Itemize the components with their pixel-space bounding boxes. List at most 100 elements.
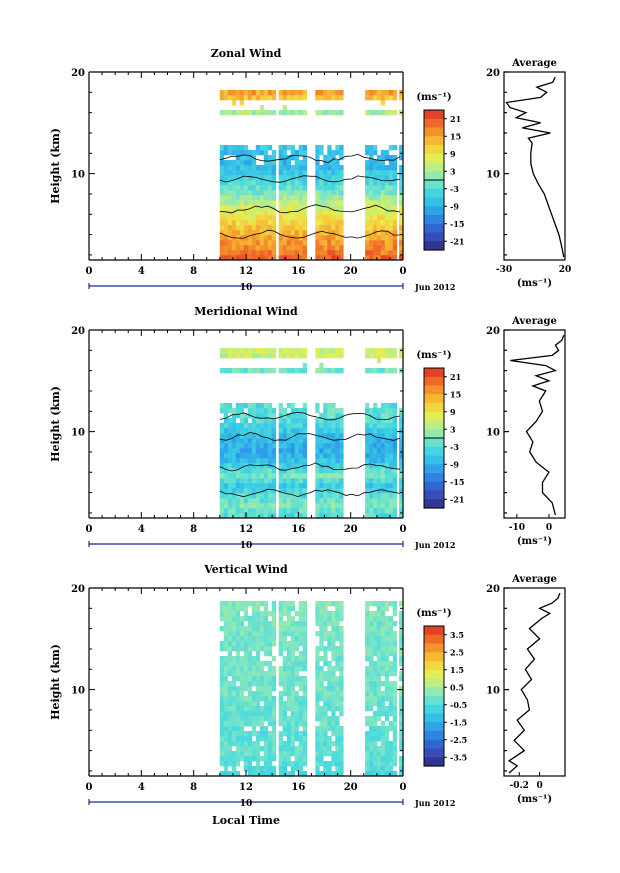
- heatmap-cell: [298, 225, 303, 231]
- heatmap-cell: [251, 468, 257, 474]
- heatmap-cell: [286, 215, 291, 221]
- heatmap-cell: [365, 681, 370, 687]
- heatmap-cell: [227, 408, 233, 414]
- heatmap-cell: [388, 696, 394, 702]
- heatmap-cell: [294, 478, 299, 484]
- heatmap-cell: [290, 180, 295, 186]
- heatmap-cell: [392, 671, 398, 677]
- heatmap-cell: [298, 761, 303, 767]
- heatmap-cell: [247, 90, 253, 96]
- heatmap-cell: [399, 651, 404, 657]
- heatmap-cell: [331, 726, 336, 732]
- heatmap-cell: [294, 230, 299, 236]
- colorbar-band: [424, 669, 444, 680]
- heatmap-cell: [327, 368, 332, 374]
- heatmap-cell: [286, 498, 291, 504]
- heatmap-cell: [388, 493, 394, 499]
- heatmap-cell: [323, 751, 328, 757]
- heatmap-cell: [267, 448, 273, 454]
- y-tick-label: 10: [71, 170, 85, 181]
- heatmap-cell: [290, 175, 295, 181]
- heatmap-cell: [335, 210, 340, 216]
- heatmap-cell: [298, 701, 303, 707]
- heatmap-cell: [376, 691, 382, 697]
- heatmap-cell: [294, 766, 299, 772]
- heatmap-cell: [327, 428, 332, 434]
- colorbar-band: [424, 127, 444, 137]
- heatmap-cell: [331, 463, 336, 469]
- heatmap-cell: [282, 681, 287, 687]
- heatmap-cell: [384, 245, 390, 251]
- heatmap-cell: [219, 240, 225, 246]
- heatmap-cell: [290, 413, 295, 419]
- heatmap-cell: [286, 175, 291, 181]
- heatmap-cell: [227, 240, 233, 246]
- heatmap-cell: [376, 726, 382, 732]
- heatmap-cell: [376, 170, 382, 176]
- heatmap-cell: [315, 676, 320, 682]
- heatmap-cell: [376, 493, 382, 499]
- heatmap-cell: [243, 473, 249, 479]
- heatmap-cell: [251, 170, 257, 176]
- heatmap-cell: [263, 681, 269, 687]
- heatmap-cell: [384, 180, 390, 186]
- heatmap-cell: [298, 606, 303, 612]
- heatmap-cell: [319, 110, 324, 116]
- heatmap-cell: [376, 651, 382, 657]
- heatmap-cell: [235, 756, 241, 762]
- heatmap-cell: [251, 418, 257, 424]
- heatmap-cell: [392, 746, 398, 752]
- heatmap-cell: [376, 190, 382, 196]
- heatmap-cell: [247, 766, 253, 772]
- heatmap-cell: [235, 443, 241, 449]
- heatmap-cell: [243, 225, 249, 231]
- heatmap-cell: [388, 621, 394, 627]
- heatmap-cell: [384, 185, 390, 191]
- heatmap-cell: [388, 636, 394, 642]
- heatmap-cell: [298, 423, 303, 429]
- heatmap-cell: [282, 656, 287, 662]
- heatmap-cell: [369, 180, 374, 186]
- heatmap-cell: [243, 498, 249, 504]
- heatmap-cell: [376, 353, 382, 359]
- heatmap-cell: [392, 636, 398, 642]
- heatmap-cell: [223, 731, 229, 737]
- average-x-tick-label: -0.2: [510, 781, 529, 791]
- heatmap-cell: [251, 90, 257, 96]
- heatmap-cell: [231, 110, 237, 116]
- heatmap-cell: [388, 651, 394, 657]
- contour-line: [219, 488, 400, 498]
- heatmap-cell: [392, 458, 398, 464]
- heatmap-cell: [271, 433, 277, 439]
- heatmap-cell: [384, 463, 390, 469]
- contour-line: [219, 432, 400, 441]
- heatmap-cell: [369, 443, 374, 449]
- heatmap-cell: [263, 403, 269, 409]
- heatmap-cell: [302, 403, 307, 409]
- colorbar-band: [424, 473, 444, 483]
- heatmap-cell: [399, 676, 404, 682]
- heatmap-cell: [286, 255, 291, 261]
- heatmap-cell: [286, 661, 291, 667]
- heatmap-cell: [302, 348, 307, 354]
- heatmap-cell: [251, 756, 257, 762]
- heatmap-cell: [251, 721, 257, 727]
- colorbar-band: [424, 368, 444, 378]
- heatmap-cell: [323, 716, 328, 722]
- heatmap-cell: [384, 443, 390, 449]
- heatmap-cell: [223, 403, 229, 409]
- heatmap-cell: [267, 478, 273, 484]
- x-axis-label: Local Time: [212, 814, 280, 827]
- heatmap-cells: [219, 601, 404, 777]
- heatmap-cell: [319, 413, 324, 419]
- heatmap-cell: [376, 716, 382, 722]
- heatmap-cell: [286, 641, 291, 647]
- heatmap-cell: [335, 230, 340, 236]
- heatmap-cell: [282, 746, 287, 752]
- heatmap-cell: [302, 210, 307, 216]
- heatmap-cell: [331, 423, 336, 429]
- heatmap-cell: [331, 190, 336, 196]
- heatmap-cell: [235, 493, 241, 499]
- heatmap-cell: [235, 155, 241, 161]
- heatmap-cell: [373, 616, 378, 622]
